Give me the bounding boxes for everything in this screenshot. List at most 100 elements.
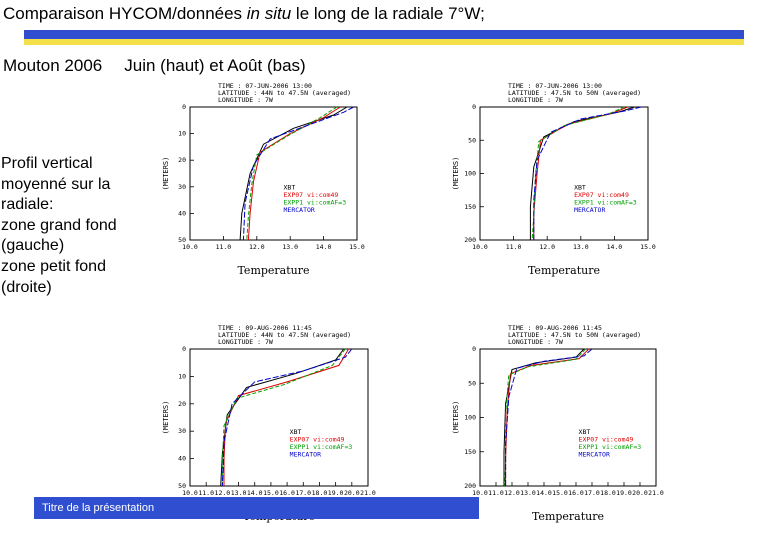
chart-header-line: LONGITUDE : 7W — [218, 96, 273, 104]
x-tick-label: 19.0 — [328, 489, 344, 497]
x-tick-label: 14.0 — [316, 243, 332, 251]
legend-entry: EXP07 vi:com49 — [579, 435, 634, 443]
subtitle-campaign: Mouton 2006 — [3, 56, 103, 75]
plot-frame — [189, 106, 358, 241]
y-tick-label: 0 — [472, 103, 476, 111]
y-tick-label: 50 — [468, 136, 476, 144]
y-tick-label: 200 — [464, 482, 476, 490]
x-axis-label: Temperature — [237, 264, 309, 277]
legend-entry: XBT — [284, 183, 296, 191]
y-tick-label: 30 — [178, 183, 186, 191]
legend-entry: MERCATOR — [284, 206, 315, 214]
y-tick-label: 150 — [464, 203, 476, 211]
series-line — [533, 106, 628, 240]
x-axis-label: Temperature — [528, 264, 600, 277]
series-line — [246, 106, 338, 241]
y-tick-label: 150 — [464, 448, 476, 456]
x-tick-label: 12.0 — [504, 489, 520, 497]
chart-header-line: TIME : 09-AUG-2006 11:45 — [508, 324, 602, 332]
series-line — [242, 106, 354, 241]
x-tick-label: 16.0 — [279, 489, 295, 497]
x-tick-label: 12.0 — [539, 243, 555, 251]
x-tick-label: 13.0 — [520, 489, 536, 497]
y-tick-label: 20 — [178, 156, 186, 164]
legend-entry: MERCATOR — [574, 206, 605, 214]
y-tick-label: 50 — [468, 379, 476, 387]
description-line: zone grand fond — [1, 216, 117, 234]
legend-entry: XBT — [574, 183, 586, 191]
title-text-2: le long de la radiale 7°W; — [291, 4, 485, 23]
x-tick-label: 14.0 — [607, 243, 623, 251]
legend-entry: MERCATOR — [290, 450, 321, 458]
footer-label: Titre de la présentation — [42, 502, 155, 514]
slide-title: Comparaison HYCOM/données in situ le lon… — [3, 4, 485, 24]
description-line: (droite) — [1, 278, 52, 296]
description-line: (gauche) — [1, 237, 65, 255]
x-tick-label: 10.0 — [472, 243, 488, 251]
series-line — [529, 106, 635, 240]
x-tick-label: 12.0 — [249, 243, 265, 251]
chart-header-line: TIME : 07-JUN-2006 13:00 — [218, 82, 312, 90]
x-tick-label: 15.0 — [263, 489, 279, 497]
x-tick-label: 18.0 — [312, 489, 328, 497]
x-tick-label: 11.0 — [198, 489, 214, 497]
y-tick-label: 20 — [178, 400, 186, 408]
x-tick-label: 10.0 — [182, 243, 198, 251]
description-line: Profil vertical — [1, 155, 93, 172]
description-line: radiale: — [1, 196, 54, 214]
chart-header-line: LATITUDE : 47.5N to 50N (averaged) — [508, 331, 641, 339]
x-tick-label: 14.0 — [247, 489, 263, 497]
x-tick-label: 11.0 — [488, 489, 504, 497]
x-tick-label: 11.0 — [506, 243, 522, 251]
x-tick-label: 18.0 — [600, 489, 616, 497]
x-tick-label: 16.0 — [568, 489, 584, 497]
x-tick-label: 10.0 — [472, 489, 488, 497]
x-tick-label: 20.0 — [632, 489, 648, 497]
x-tick-label: 17.0 — [584, 489, 600, 497]
x-tick-label: 11.0 — [216, 243, 232, 251]
series-line — [221, 348, 353, 487]
chart-header-line: LATITUDE : 44N to 47.5N (averaged) — [218, 89, 351, 97]
series-line — [505, 348, 593, 486]
legend-entry: EXP07 vi:com49 — [290, 435, 345, 443]
banner-yellow-bar — [24, 39, 744, 45]
y-axis-label: (METERS) — [452, 401, 460, 435]
x-tick-label: 13.0 — [282, 243, 298, 251]
x-tick-label: 12.0 — [215, 489, 231, 497]
series-line — [533, 106, 642, 240]
slide-subtitle: Mouton 2006 Juin (haut) et Août (bas) — [3, 56, 306, 76]
subtitle-months: Juin (haut) et Août (bas) — [124, 56, 306, 75]
title-text-1: Comparaison HYCOM/données — [3, 4, 247, 23]
y-tick-label: 10 — [178, 372, 186, 380]
y-axis-label: (METERS) — [452, 157, 460, 191]
legend-entry: XBT — [579, 428, 591, 436]
y-tick-label: 0 — [472, 345, 476, 353]
legend-entry: EXPP1 vi:comAF=3 — [579, 443, 642, 451]
series-line — [223, 348, 350, 486]
legend-entry: EXP07 vi:com49 — [284, 191, 339, 199]
plot-frame — [189, 348, 369, 487]
y-tick-label: 40 — [178, 209, 186, 217]
series-line — [505, 348, 590, 486]
chart-header-line: LONGITUDE : 7W — [508, 96, 563, 104]
footer-bar: Titre de la présentation — [34, 497, 479, 519]
banner-blue-bar — [24, 30, 744, 39]
series-line — [531, 106, 625, 241]
series-line — [221, 348, 346, 486]
y-tick-label: 0 — [182, 103, 186, 111]
y-tick-label: 10 — [178, 130, 186, 138]
x-tick-label: 15.0 — [552, 489, 568, 497]
y-tick-label: 0 — [182, 345, 186, 353]
chart-header-line: LATITUDE : 47.5N to 50N (averaged) — [508, 89, 641, 97]
legend-entry: EXPP1 vi:comAF=3 — [290, 443, 353, 451]
x-tick-label: 21.0 — [648, 489, 664, 497]
x-tick-label: 13.0 — [231, 489, 247, 497]
chart-header-line: LONGITUDE : 7W — [218, 338, 273, 346]
chart-header-line: TIME : 07-JUN-2006 13:00 — [508, 82, 602, 90]
legend-entry: EXPP1 vi:comAF=3 — [574, 198, 637, 206]
y-axis-label: (METERS) — [162, 157, 170, 191]
x-tick-label: 15.0 — [640, 243, 656, 251]
y-tick-label: 50 — [178, 236, 186, 244]
